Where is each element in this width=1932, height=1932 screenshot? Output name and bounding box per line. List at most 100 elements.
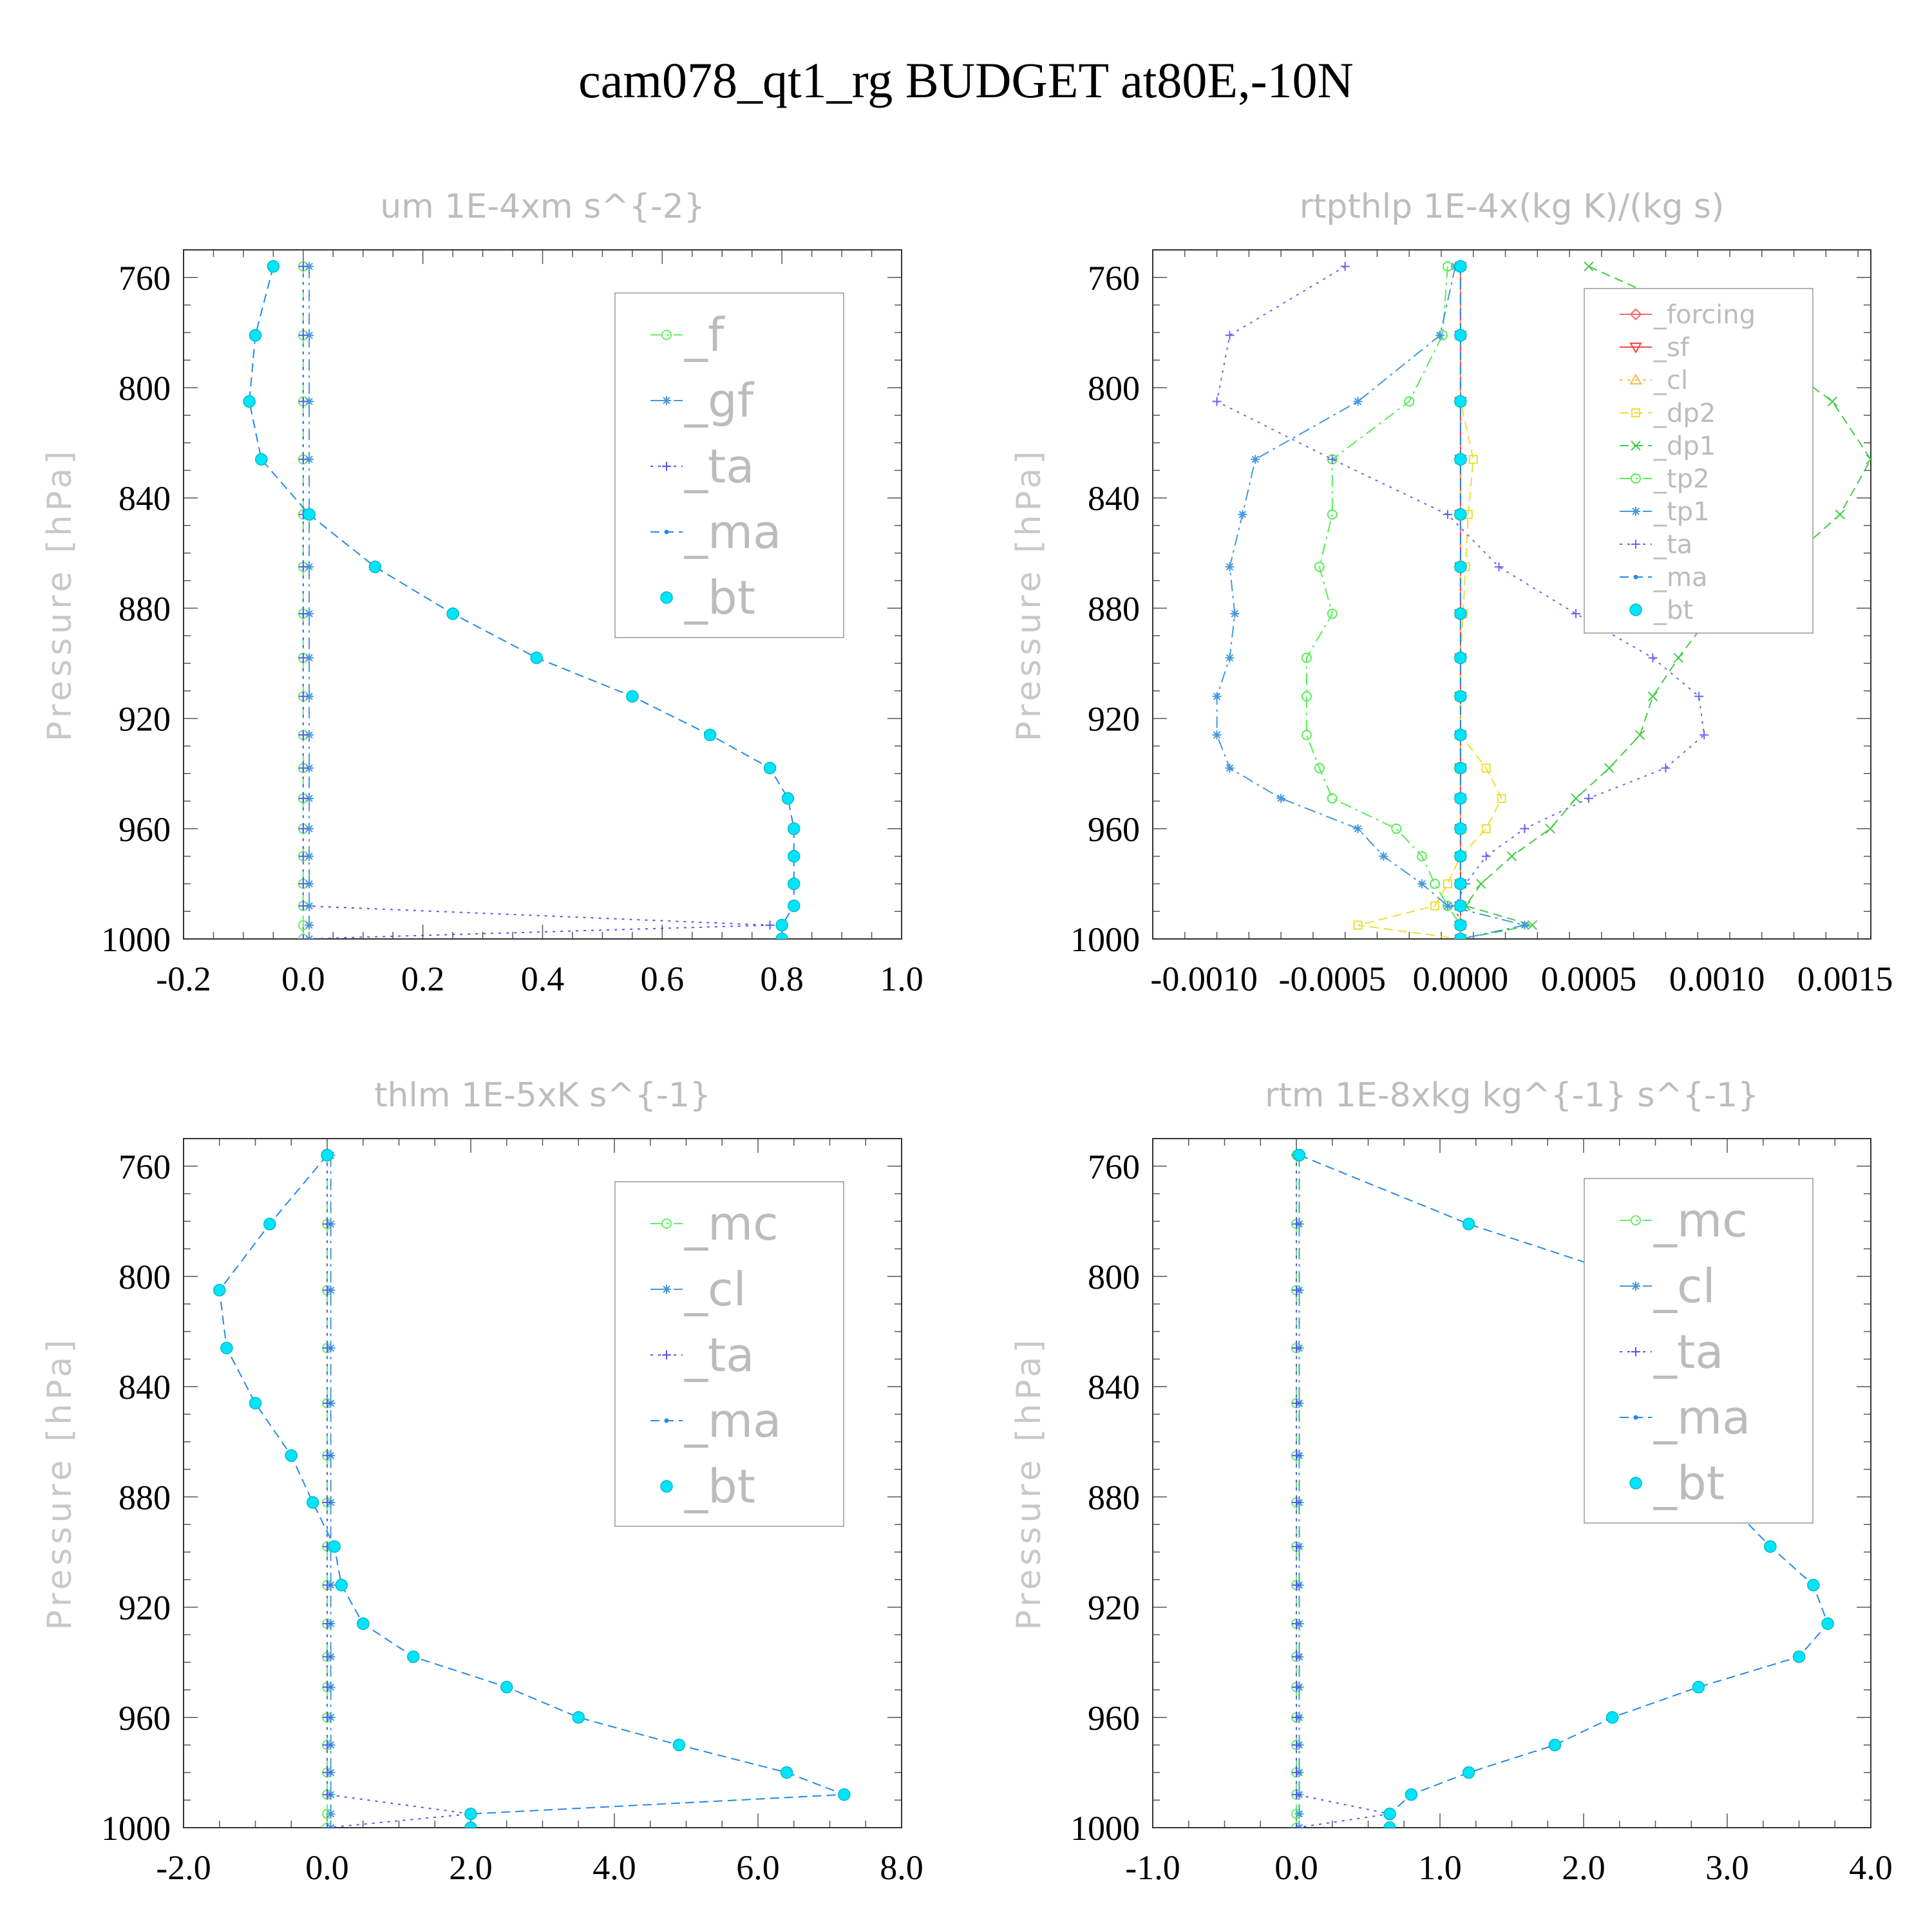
data-point (305, 879, 314, 889)
data-point (1792, 1650, 1806, 1663)
legend-label: _ta (684, 1328, 754, 1382)
data-point (1292, 1740, 1301, 1750)
data-point (1520, 824, 1530, 833)
data-point (1527, 920, 1538, 931)
legend: _mc _cl _ta _ma _bt (614, 1181, 844, 1527)
data-point (305, 763, 314, 773)
legend-marker (664, 529, 669, 535)
y-axis-title: Pressure [hPa] (1010, 448, 1048, 742)
x-tick-label: 0.0 (1274, 1848, 1318, 1887)
x-tick-label: 0.2 (401, 960, 445, 998)
data-point (1454, 933, 1467, 939)
series-line-ta (1216, 265, 1705, 939)
data-point (1545, 824, 1555, 834)
data-point (1454, 690, 1467, 703)
data-point (1292, 1682, 1301, 1692)
data-point (1807, 1578, 1820, 1592)
legend-marker (1631, 440, 1641, 451)
y-axis-title: Pressure [hPa] (1010, 1336, 1048, 1631)
y-tick-label: 880 (1088, 589, 1140, 628)
y-tick-label: 920 (118, 700, 171, 739)
x-tick-label: 6.0 (736, 1848, 780, 1887)
series-layer (243, 260, 800, 939)
y-tick-label: 960 (118, 810, 171, 849)
data-point (1454, 822, 1467, 835)
data-point (500, 1680, 513, 1694)
x-tick-label: 4.0 (1849, 1848, 1893, 1887)
data-point (1314, 562, 1325, 573)
data-point (249, 328, 262, 342)
legend-label: _sf (1653, 333, 1690, 363)
data-point (298, 934, 308, 939)
x-tick-label: 0.0 (281, 960, 325, 998)
data-point (1293, 1148, 1306, 1162)
y-tick-label: 1000 (1070, 920, 1140, 959)
data-point (1292, 1823, 1301, 1828)
legend: _f _gf _ta _ma _bt (614, 292, 844, 638)
x-tick-label: 1.0 (1418, 1848, 1462, 1887)
x-tick-label: -2.0 (156, 1848, 211, 1887)
data-point (1827, 396, 1837, 407)
panel-rtpthlp: rtpthlp 1E-4x(kg K)/(kg s) Pressure [hPa]… (1010, 187, 1893, 998)
data-point (1605, 1711, 1619, 1724)
legend-label: _ma (1653, 1390, 1750, 1444)
data-point (1454, 508, 1467, 521)
data-point (780, 1766, 793, 1779)
data-point (323, 1398, 332, 1408)
legend-marker (1629, 603, 1642, 616)
data-point (838, 1788, 851, 1801)
data-point (1251, 455, 1260, 464)
data-point (788, 899, 800, 913)
data-point (1481, 851, 1491, 861)
data-point (1294, 1809, 1304, 1819)
data-point (1212, 730, 1222, 740)
data-point (763, 761, 777, 775)
legend-label: _ta (1653, 530, 1692, 560)
data-point (305, 824, 314, 833)
legend-marker (661, 1218, 672, 1229)
data-point (305, 692, 314, 701)
data-point (1443, 509, 1452, 519)
data-point (1494, 562, 1504, 572)
legend-label: _bt (684, 1459, 755, 1513)
data-point (321, 1148, 334, 1162)
data-point (1661, 763, 1671, 773)
y-tick-label: 920 (1088, 1589, 1140, 1627)
data-point (446, 607, 459, 620)
data-point (298, 261, 308, 271)
y-tick-label: 800 (1088, 369, 1140, 408)
y-tick-label: 880 (118, 1478, 171, 1517)
data-point (323, 1790, 332, 1799)
legend-box (1584, 1178, 1814, 1524)
legend-label: _gf (684, 374, 755, 428)
data-point (1443, 901, 1452, 911)
data-point (1327, 608, 1338, 619)
data-point (285, 1449, 298, 1462)
data-point (1292, 1343, 1301, 1353)
data-point (775, 933, 788, 939)
data-point (1454, 849, 1467, 863)
data-point (1225, 562, 1235, 572)
data-point (1301, 652, 1312, 663)
data-point (1417, 879, 1427, 889)
data-point (1230, 609, 1240, 618)
x-tick-label: 0.0010 (1669, 960, 1765, 998)
data-point (1340, 261, 1350, 271)
data-point (303, 508, 316, 521)
data-point (1866, 454, 1871, 464)
data-point (1292, 1768, 1301, 1777)
data-point (326, 1809, 336, 1819)
data-point (1212, 692, 1222, 701)
x-tick-label: -0.0010 (1150, 960, 1257, 998)
data-point (298, 730, 308, 740)
x-tick-label: 2.0 (1562, 1848, 1605, 1887)
legend-label: _mc (1653, 1193, 1748, 1247)
legend-marker (1629, 1477, 1642, 1490)
data-point (1292, 1580, 1301, 1590)
data-point (220, 1341, 233, 1355)
data-point (1584, 261, 1594, 272)
panel-title: thlm 1E-5xK s^{-1} (374, 1076, 711, 1115)
data-point (1454, 453, 1467, 466)
legend-marker (1633, 574, 1638, 580)
